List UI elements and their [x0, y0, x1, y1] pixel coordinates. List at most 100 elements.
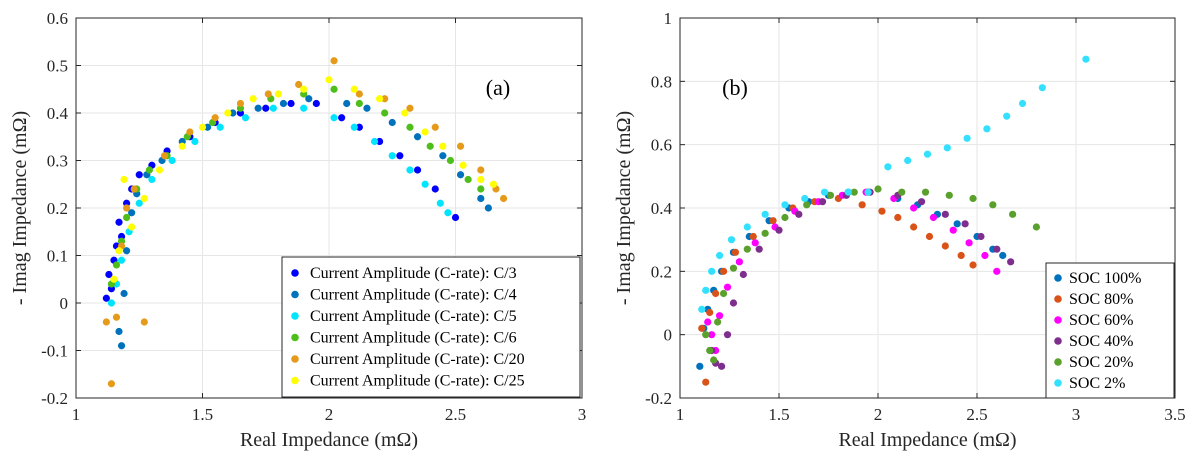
series-5: [110, 76, 498, 283]
legend-entry: SOC 2%: [1069, 375, 1125, 392]
data-point: [464, 175, 472, 184]
data-point: [989, 201, 997, 209]
data-point: [945, 191, 953, 199]
series-4: [702, 185, 1040, 364]
data-point: [350, 123, 358, 131]
data-point: [211, 114, 219, 122]
data-point: [102, 318, 110, 326]
data-point: [381, 95, 389, 103]
data-point: [929, 213, 938, 222]
data-point: [300, 104, 308, 112]
data-point: [295, 80, 303, 89]
data-point: [735, 258, 744, 266]
data-point: [477, 166, 485, 174]
data-point: [708, 331, 716, 339]
data-point: [696, 362, 704, 370]
data-point: [350, 85, 358, 93]
data-point: [145, 166, 153, 174]
x-tick-label: 1.5: [192, 405, 213, 424]
data-point: [981, 251, 989, 260]
data-point: [844, 188, 852, 196]
data-point: [943, 144, 951, 152]
data-point: [858, 201, 866, 209]
data-point: [925, 232, 934, 241]
data-point: [123, 204, 131, 212]
x-tick-label: 3: [578, 405, 587, 424]
y-tick-label: -0.1: [41, 342, 68, 361]
data-point: [431, 123, 439, 131]
y-tick-label: 0.4: [47, 104, 69, 123]
data-point: [312, 99, 320, 108]
data-point: [388, 152, 396, 160]
chart-panel-a: 1 1.5 2 2.5 3 -0.2 -0.1 0 0.1 0.2 0.3 0.4 0.5 0.6 Real…: [9, 9, 586, 451]
data-point: [330, 85, 338, 93]
y-axis-label: - Imag Impedance (mΩ): [9, 111, 31, 305]
data-point: [1018, 99, 1027, 108]
data-point: [203, 123, 212, 131]
data-point: [130, 185, 138, 193]
data-point: [446, 156, 455, 165]
data-point: [110, 275, 118, 283]
data-point: [140, 318, 148, 326]
series-1: [115, 95, 492, 350]
data-point: [343, 99, 351, 108]
legend-entry: Current Amplitude (C-rate): C/5: [310, 308, 517, 325]
x-tick-label: 1: [72, 405, 81, 424]
data-point: [330, 57, 338, 65]
data-point: [781, 213, 789, 222]
y-tick-label: 0.3: [47, 152, 68, 171]
data-point: [254, 104, 262, 112]
legend-marker: [1054, 295, 1062, 303]
x-tick-label: 2: [874, 405, 883, 424]
data-point: [325, 76, 333, 84]
data-point: [743, 245, 751, 253]
data-point: [739, 270, 747, 279]
data-point: [456, 171, 465, 179]
data-point: [999, 251, 1007, 260]
data-point: [112, 313, 121, 321]
data-point: [305, 95, 313, 103]
data-point: [155, 166, 164, 174]
data-point: [178, 142, 186, 150]
data-point: [1007, 258, 1015, 266]
data-point: [355, 90, 363, 98]
data-point: [249, 95, 257, 103]
data-point: [112, 261, 121, 269]
data-point: [965, 239, 973, 247]
data-point: [743, 223, 751, 231]
y-tick-label: 1: [664, 9, 673, 28]
data-point: [117, 342, 126, 350]
legend: Current Amplitude (C-rate): C/3 Current A…: [281, 256, 581, 398]
data-point: [781, 201, 789, 209]
data-point: [439, 152, 447, 160]
data-point: [140, 194, 148, 203]
data-point: [723, 283, 732, 291]
data-point: [698, 305, 706, 313]
data-point: [702, 331, 710, 339]
data-point: [456, 142, 465, 150]
data-point: [761, 229, 769, 237]
data-point: [102, 294, 110, 302]
data-point: [983, 125, 991, 133]
data-point: [413, 133, 422, 141]
data-point: [120, 289, 128, 298]
data-point: [716, 312, 724, 320]
data-point: [117, 256, 126, 264]
data-point: [499, 194, 508, 203]
legend-marker: [291, 290, 299, 299]
data-point: [769, 217, 777, 225]
data-point: [910, 204, 918, 212]
y-tick-label: 0.2: [47, 199, 68, 218]
data-point: [186, 128, 194, 136]
data-point: [904, 156, 912, 165]
data-point: [338, 114, 346, 122]
series-2: [107, 104, 452, 307]
data-point: [363, 104, 371, 112]
legend-marker: [1054, 316, 1062, 324]
y-tick-label: -0.2: [41, 389, 68, 408]
data-point: [451, 213, 460, 222]
data-point: [1038, 84, 1046, 92]
data-point: [921, 188, 930, 196]
data-point: [710, 356, 718, 364]
data-point: [761, 210, 769, 218]
